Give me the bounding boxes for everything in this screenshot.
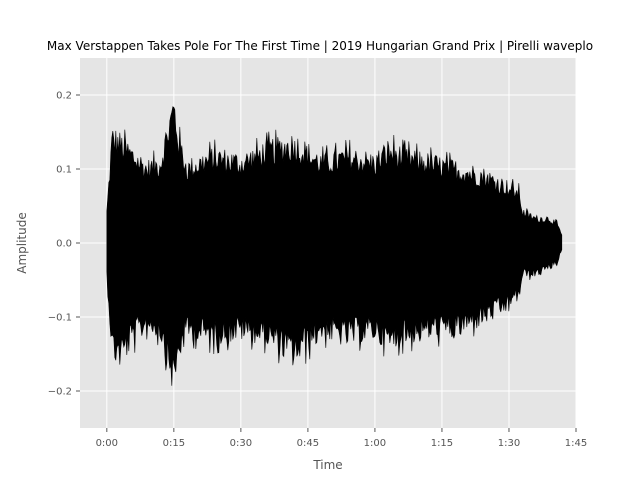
waveform-series bbox=[106, 106, 563, 386]
x-tick-label: 1:30 bbox=[498, 438, 520, 449]
waveform bbox=[106, 106, 563, 386]
y-tick-label: −0.2 bbox=[48, 387, 72, 398]
y-tick-label: 0.1 bbox=[56, 165, 72, 176]
x-tick-label: 0:00 bbox=[96, 438, 118, 449]
x-tick-label: 1:15 bbox=[431, 438, 453, 449]
y-tick-label: 0.2 bbox=[56, 91, 72, 102]
x-axis-title: Time bbox=[312, 458, 342, 472]
y-tick-label: 0.0 bbox=[56, 239, 72, 250]
x-tick-label: 1:45 bbox=[565, 438, 587, 449]
y-axis-ticks: 0.2 0.1 0.0 −0.1 −0.2 bbox=[48, 91, 80, 398]
x-tick-label: 0:45 bbox=[297, 438, 319, 449]
y-tick-label: −0.1 bbox=[48, 313, 72, 324]
x-tick-label: 1:00 bbox=[364, 438, 386, 449]
chart-title: Max Verstappen Takes Pole For The First … bbox=[47, 39, 593, 53]
x-tick-label: 0:30 bbox=[230, 438, 252, 449]
y-axis-title: Amplitude bbox=[15, 212, 29, 274]
x-tick-label: 0:15 bbox=[163, 438, 185, 449]
x-axis-ticks: 0:00 0:15 0:30 0:45 1:00 1:15 1:30 1:45 bbox=[96, 428, 587, 449]
